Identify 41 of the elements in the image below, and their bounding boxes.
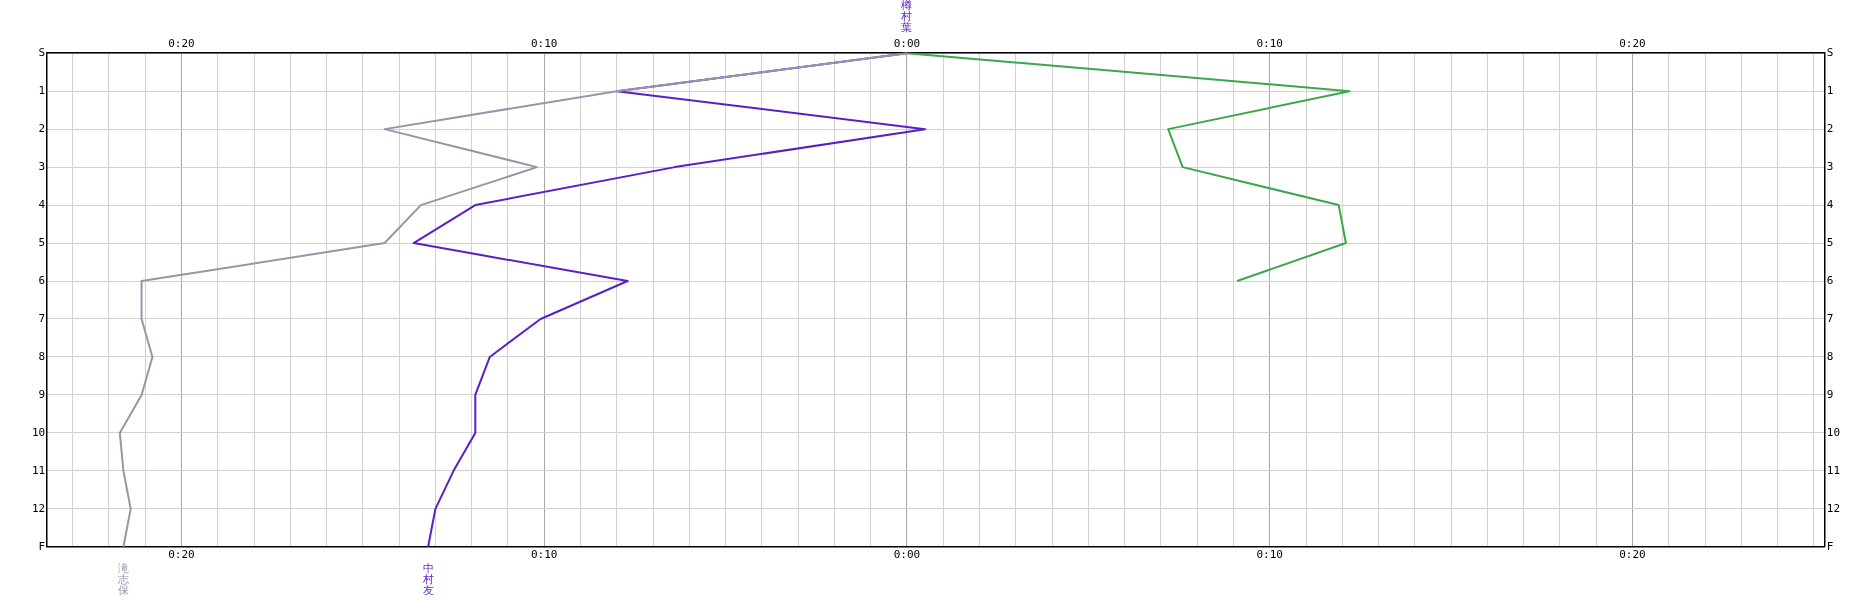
y-tick-label: 6	[38, 273, 46, 287]
category-label: 1	[1826, 84, 1834, 98]
category-label: S	[1826, 46, 1834, 60]
category-label: 8	[1826, 349, 1834, 363]
category-label: 11	[1826, 463, 1840, 477]
y-tick-label: 1	[38, 84, 46, 98]
x-tick-label: 0:00	[893, 548, 921, 562]
y-tick-label: 5	[38, 235, 46, 249]
y-tick-label: 7	[38, 311, 46, 325]
x2-tick-label: 0:20	[1619, 37, 1646, 51]
x2-tick-label: 0:20	[168, 37, 195, 51]
y-tick-label: F	[38, 539, 46, 553]
category-label: F	[1826, 539, 1834, 553]
series-label: 中村友	[422, 561, 435, 597]
category-label: 10	[1826, 425, 1840, 439]
y-tick-label: 3	[38, 159, 46, 173]
y-tick-label: 4	[38, 197, 46, 211]
y-tick-label: 11	[32, 463, 46, 477]
series-label: 滝志保	[117, 561, 130, 597]
y-tick-label: 10	[32, 425, 46, 439]
category-label: 9	[1826, 387, 1834, 401]
y-tick-label: 12	[32, 501, 46, 515]
text: 樽村葉	[900, 0, 913, 34]
x-tick-label: 0:20	[168, 548, 195, 562]
category-label: 3	[1826, 159, 1834, 173]
x-tick-label: 0:10	[1256, 548, 1283, 562]
x2-tick-label: 0:00	[893, 37, 921, 51]
y-tick-label: S	[38, 46, 46, 60]
category-label: 7	[1826, 311, 1834, 325]
y-tick-label: 2	[38, 122, 46, 135]
category-label: 5	[1826, 235, 1834, 249]
category-label: 4	[1826, 197, 1834, 211]
category-label: 12	[1826, 501, 1840, 515]
x-tick-label: 0:10	[530, 548, 558, 562]
x2-tick-label: 0:10	[530, 37, 558, 51]
y-tick-label: 8	[38, 349, 46, 363]
category-label: 2	[1826, 122, 1834, 135]
category-label: 6	[1826, 273, 1834, 287]
x2-tick-label: 0:10	[1256, 37, 1283, 51]
y-tick-label: 9	[38, 387, 46, 401]
x-tick-label: 0:20	[1619, 548, 1646, 562]
